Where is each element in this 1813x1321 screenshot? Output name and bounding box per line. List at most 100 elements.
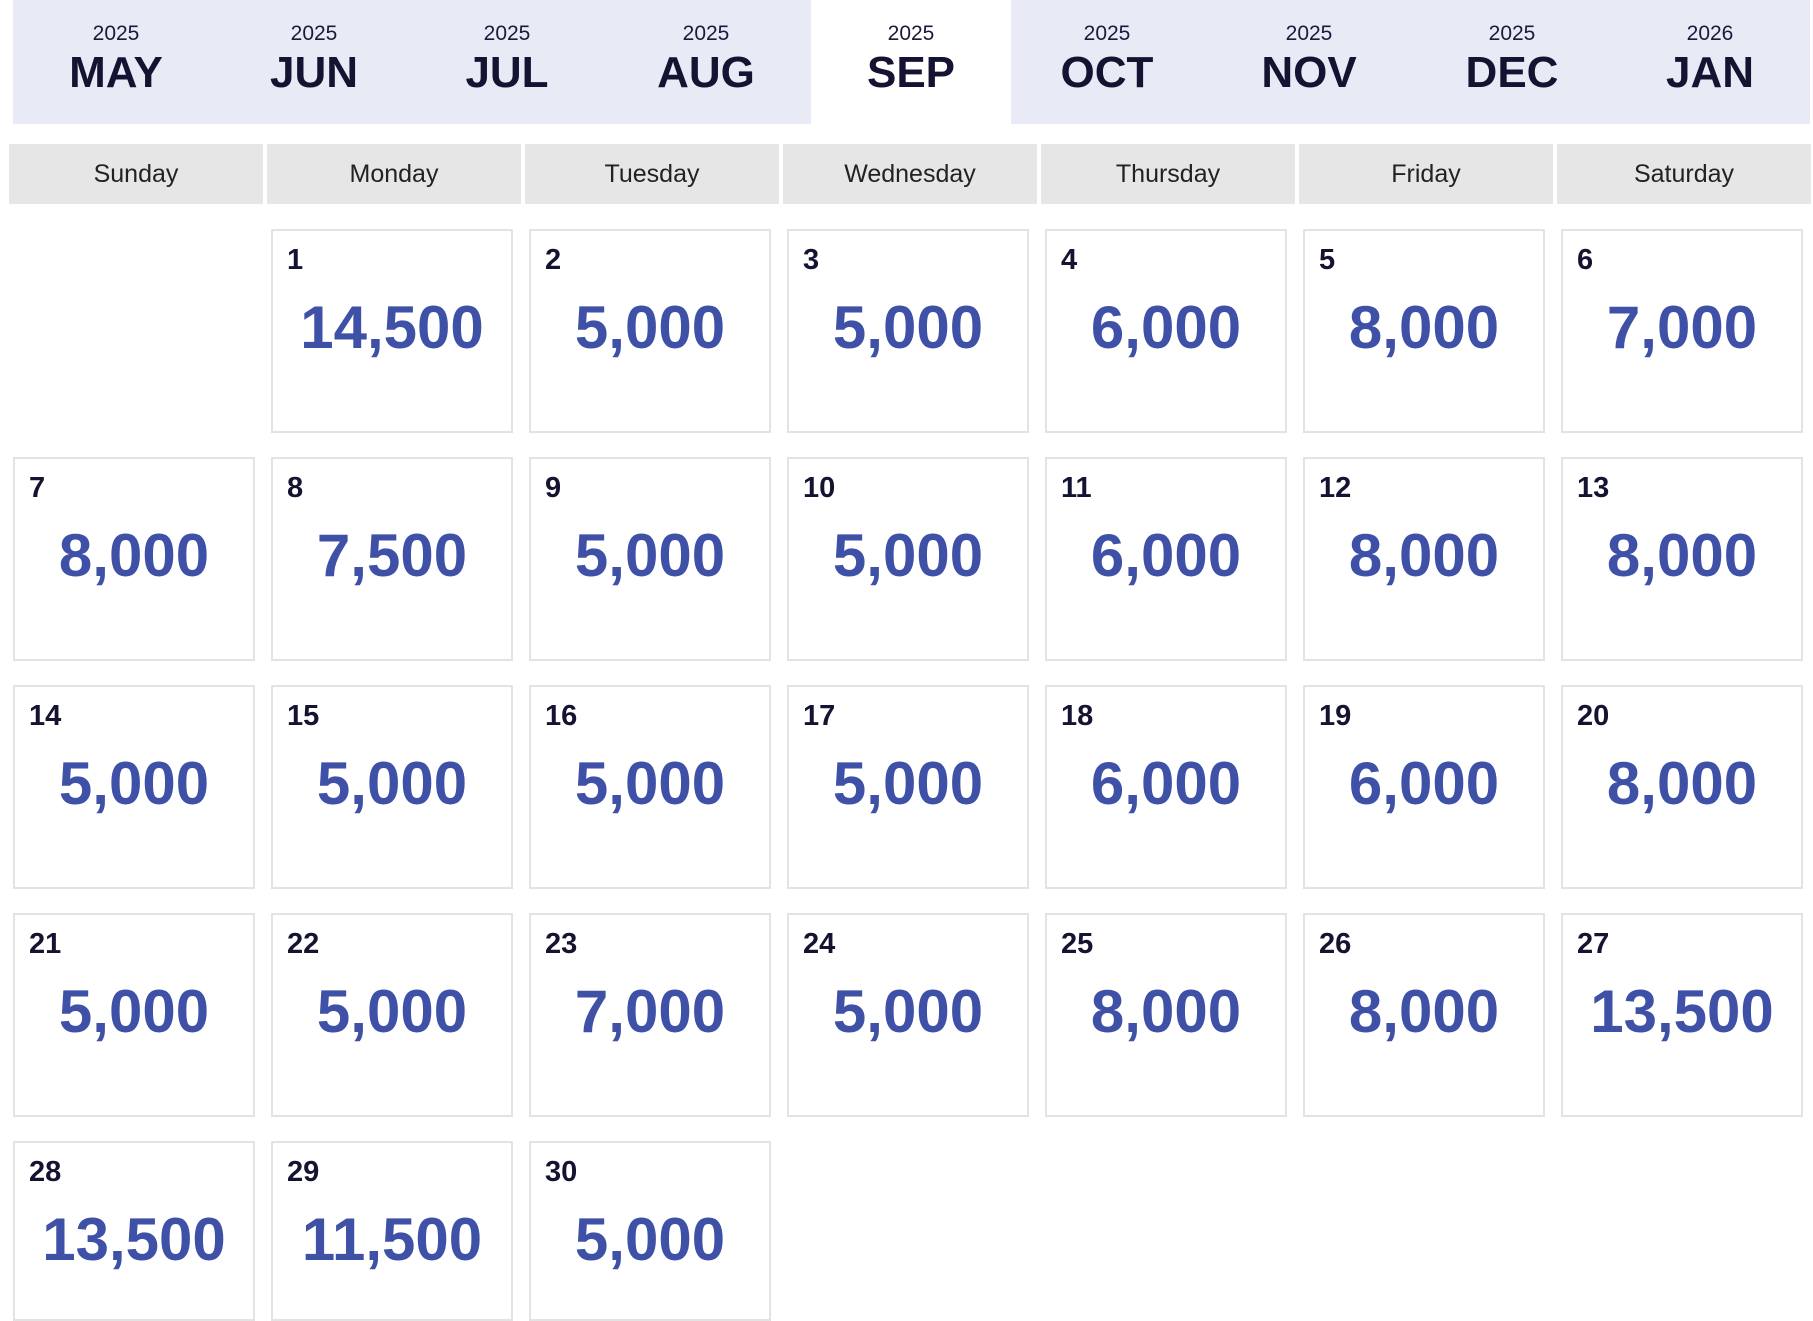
day-cell-9[interactable]: 9 5,000 — [529, 457, 771, 661]
day-number: 10 — [803, 472, 836, 504]
weekday-tuesday: Tuesday — [525, 144, 779, 204]
month-tab-jul[interactable]: 2025 JUL — [407, 0, 607, 124]
day-number: 2 — [545, 244, 562, 276]
day-cell-13[interactable]: 13 8,000 — [1561, 457, 1803, 661]
month-name: JUL — [465, 48, 549, 97]
day-price: 6,000 — [1090, 294, 1242, 361]
day-number: 13 — [1577, 472, 1610, 504]
day-number: 28 — [29, 1156, 62, 1188]
month-year: 2026 — [1686, 22, 1734, 45]
day-cell-2[interactable]: 2 5,000 — [529, 229, 771, 433]
month-tab-jun[interactable]: 2025 JUN — [214, 0, 414, 124]
day-price: 13,500 — [42, 1206, 226, 1273]
day-cell-17[interactable]: 17 5,000 — [787, 685, 1029, 889]
month-name: AUG — [657, 48, 755, 97]
weekday-wednesday: Wednesday — [783, 144, 1037, 204]
day-cell-11[interactable]: 11 6,000 — [1045, 457, 1287, 661]
day-cell-1[interactable]: 1 14,500 — [271, 229, 513, 433]
month-name: JUN — [269, 48, 359, 97]
day-number: 26 — [1319, 928, 1352, 960]
day-price: 7,500 — [316, 522, 468, 589]
day-number: 15 — [287, 700, 320, 732]
day-price: 13,500 — [1590, 978, 1774, 1045]
day-price: 8,000 — [1606, 750, 1758, 817]
month-name: OCT — [1060, 48, 1154, 97]
day-price: 8,000 — [58, 522, 210, 589]
day-cell-21[interactable]: 21 5,000 — [13, 913, 255, 1117]
day-price: 8,000 — [1348, 294, 1500, 361]
day-cell-20[interactable]: 20 8,000 — [1561, 685, 1803, 889]
month-tab-oct[interactable]: 2025 OCT — [1007, 0, 1207, 124]
day-cell-19[interactable]: 19 6,000 — [1303, 685, 1545, 889]
day-cell-8[interactable]: 8 7,500 — [271, 457, 513, 661]
day-number: 25 — [1061, 928, 1094, 960]
day-number: 6 — [1577, 244, 1594, 276]
day-number: 1 — [287, 244, 304, 276]
day-price: 5,000 — [574, 750, 726, 817]
day-cell-12[interactable]: 12 8,000 — [1303, 457, 1545, 661]
day-cell-28[interactable]: 28 13,500 — [13, 1141, 255, 1321]
day-number: 23 — [545, 928, 578, 960]
month-name: SEP — [866, 48, 956, 97]
day-price: 5,000 — [58, 750, 210, 817]
month-tab-jan[interactable]: 2026 JAN — [1610, 0, 1810, 124]
day-number: 4 — [1061, 244, 1078, 276]
day-price: 5,000 — [574, 522, 726, 589]
day-price: 5,000 — [832, 978, 984, 1045]
day-price: 7,000 — [1606, 294, 1758, 361]
day-price: 8,000 — [1606, 522, 1758, 589]
day-cell-29[interactable]: 29 11,500 — [271, 1141, 513, 1321]
month-name: DEC — [1465, 48, 1559, 97]
day-number: 5 — [1319, 244, 1336, 276]
day-cell-6[interactable]: 6 7,000 — [1561, 229, 1803, 433]
day-price: 5,000 — [574, 294, 726, 361]
day-cell-24[interactable]: 24 5,000 — [787, 913, 1029, 1117]
weekday-thursday: Thursday — [1041, 144, 1295, 204]
day-number: 24 — [803, 928, 836, 960]
day-number: 17 — [803, 700, 836, 732]
month-name: MAY — [69, 48, 163, 97]
month-tab-aug[interactable]: 2025 AUG — [606, 0, 806, 124]
day-cell-10[interactable]: 10 5,000 — [787, 457, 1029, 661]
day-price: 7,000 — [574, 978, 726, 1045]
day-price: 5,000 — [316, 978, 468, 1045]
month-selector: 2025 MAY 2025 JUN 2025 JUL 2025 AUG 2025… — [13, 0, 1810, 124]
day-number: 14 — [29, 700, 62, 732]
day-price: 5,000 — [316, 750, 468, 817]
day-number: 29 — [287, 1156, 320, 1188]
day-cell-23[interactable]: 23 7,000 — [529, 913, 771, 1117]
day-cell-14[interactable]: 14 5,000 — [13, 685, 255, 889]
day-cell-25[interactable]: 25 8,000 — [1045, 913, 1287, 1117]
day-number: 19 — [1319, 700, 1352, 732]
day-number: 20 — [1577, 700, 1610, 732]
day-number: 7 — [29, 472, 46, 504]
weekday-monday: Monday — [267, 144, 521, 204]
day-cell-5[interactable]: 5 8,000 — [1303, 229, 1545, 433]
month-year: 2025 — [290, 22, 338, 45]
month-year: 2025 — [92, 22, 140, 45]
day-number: 3 — [803, 244, 820, 276]
month-tab-may[interactable]: 2025 MAY — [16, 0, 216, 124]
month-year: 2025 — [1285, 22, 1333, 45]
day-price: 8,000 — [1348, 978, 1500, 1045]
day-number: 21 — [29, 928, 62, 960]
day-cell-22[interactable]: 22 5,000 — [271, 913, 513, 1117]
day-cell-16[interactable]: 16 5,000 — [529, 685, 771, 889]
day-cell-7[interactable]: 7 8,000 — [13, 457, 255, 661]
day-price: 8,000 — [1090, 978, 1242, 1045]
day-cell-3[interactable]: 3 5,000 — [787, 229, 1029, 433]
day-cell-30[interactable]: 30 5,000 — [529, 1141, 771, 1321]
day-cell-26[interactable]: 26 8,000 — [1303, 913, 1545, 1117]
day-cell-27[interactable]: 27 13,500 — [1561, 913, 1803, 1117]
month-tab-nov[interactable]: 2025 NOV — [1209, 0, 1409, 124]
month-tab-dec[interactable]: 2025 DEC — [1412, 0, 1612, 124]
month-year: 2025 — [1083, 22, 1131, 45]
day-number: 11 — [1061, 472, 1092, 504]
day-cell-4[interactable]: 4 6,000 — [1045, 229, 1287, 433]
day-price: 11,500 — [301, 1206, 483, 1273]
day-cell-15[interactable]: 15 5,000 — [271, 685, 513, 889]
day-cell-18[interactable]: 18 6,000 — [1045, 685, 1287, 889]
day-price: 6,000 — [1348, 750, 1500, 817]
month-tab-sep[interactable]: 2025 SEP — [811, 0, 1011, 124]
day-number: 18 — [1061, 700, 1094, 732]
